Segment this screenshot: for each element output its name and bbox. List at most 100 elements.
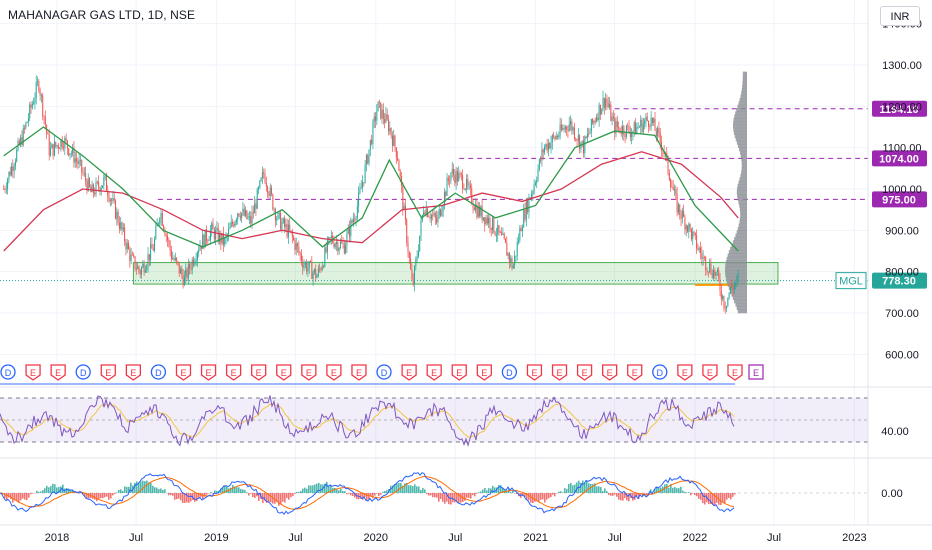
macd-hist-bar: [118, 489, 120, 493]
candle-body: [30, 104, 32, 108]
macd-hist-bar: [66, 487, 68, 493]
candle-body: [399, 170, 401, 177]
candle-body: [96, 181, 98, 183]
macd-hist-bar: [324, 483, 326, 493]
candle-body: [711, 273, 713, 278]
macd-hist-bar: [52, 483, 54, 493]
event-marker-label: E: [180, 368, 186, 378]
candle-body: [640, 119, 642, 127]
candle-body: [732, 287, 734, 290]
price-tick-label: 1200.00: [882, 101, 922, 113]
macd-hist-bar: [368, 493, 370, 500]
volume-profile-bar: [734, 299, 747, 304]
candle-body: [668, 172, 670, 180]
candle-body: [176, 257, 178, 262]
candle-body: [100, 187, 102, 192]
macd-hist-bar: [412, 486, 414, 493]
candle-body: [381, 109, 383, 119]
candle-body: [731, 286, 733, 288]
macd-hist-bar: [110, 493, 112, 499]
earnings-marker: [200, 364, 217, 381]
candle-body: [536, 180, 538, 184]
macd-hist-bar: [584, 482, 586, 493]
macd-hist-bar: [88, 493, 90, 499]
candle-body: [125, 241, 127, 250]
candle-body: [170, 250, 172, 260]
macd-hist-bar: [192, 493, 194, 500]
candle-body: [280, 212, 282, 230]
macd-hist-bar: [122, 491, 124, 493]
candle-body: [215, 230, 217, 240]
candle-body: [154, 238, 156, 251]
macd-hist-bar: [600, 487, 602, 493]
candle-body: [533, 184, 535, 192]
macd-hist-bar: [454, 493, 456, 503]
time-tick-label: Jul: [288, 532, 302, 544]
earnings-marker: [251, 364, 267, 381]
macd-hist-bar: [36, 490, 38, 493]
macd-hist-bar: [386, 490, 388, 493]
candle-body: [641, 119, 643, 133]
macd-hist-bar: [216, 490, 218, 493]
candle-body: [629, 132, 631, 137]
candle-body: [636, 127, 638, 135]
macd-hist-bar: [96, 493, 98, 502]
macd-hist-bar: [152, 485, 154, 493]
candle-body: [94, 192, 96, 195]
macd-hist-bar: [178, 493, 180, 499]
candle-body: [438, 209, 440, 216]
candle-body: [367, 155, 369, 164]
macd-hist-bar: [512, 490, 514, 493]
volume-profile-bar: [734, 236, 747, 241]
macd-hist-bar: [150, 482, 152, 493]
macd-hist-bar: [134, 482, 136, 493]
candle-body: [553, 135, 555, 137]
macd-hist-bar: [184, 493, 186, 503]
candle-body: [291, 231, 293, 237]
macd-hist-bar: [22, 493, 24, 499]
rsi-line: [0, 395, 735, 448]
macd-hist-bar: [48, 487, 50, 493]
candle-body: [237, 213, 239, 220]
macd-hist-bar: [312, 485, 314, 493]
candle-body: [679, 204, 681, 215]
candle-body: [655, 130, 657, 137]
level-tag: [872, 191, 927, 208]
earnings-marker: [125, 364, 141, 381]
macd-hist-bar: [100, 493, 102, 499]
candle-body: [365, 155, 367, 165]
candle-body: [633, 122, 635, 131]
macd-hist-bar: [406, 482, 408, 493]
candle-body: [4, 189, 6, 190]
macd-hist-bar: [364, 493, 366, 498]
candle-body: [542, 149, 544, 153]
candle-body: [628, 125, 630, 133]
currency-button[interactable]: INR: [880, 6, 920, 26]
candle-body: [566, 126, 568, 130]
price-axis[interactable]: 1400.001300.001200.001100.001000.00900.0…: [867, 0, 922, 525]
time-axis[interactable]: 2018 Jul 2019 Jul 2020 Jul 2021 Jul 2022 Jul 2023: [0, 524, 932, 544]
candle-body: [200, 246, 202, 249]
candle-body: [183, 276, 185, 286]
candle-body: [436, 217, 438, 223]
candle-body: [456, 171, 458, 182]
macd-hist-bar: [256, 493, 258, 497]
candle-body: [442, 205, 444, 212]
macd-hist-bar: [392, 485, 394, 493]
earnings-marker: [276, 364, 292, 381]
macd-hist-bar: [650, 489, 652, 493]
volume-profile-bar: [737, 197, 747, 201]
macd-hist-bar: [92, 493, 94, 499]
candle-body: [274, 209, 276, 221]
candle-body: [193, 259, 195, 265]
macd-hist-bar: [562, 492, 564, 493]
candle-body: [133, 254, 135, 257]
candle-body: [297, 243, 299, 247]
macd-hist-bar: [656, 486, 658, 493]
candle-body: [557, 136, 559, 138]
candle-body: [475, 204, 477, 211]
candle-body: [164, 229, 166, 236]
macd-hist-bar: [576, 482, 578, 493]
